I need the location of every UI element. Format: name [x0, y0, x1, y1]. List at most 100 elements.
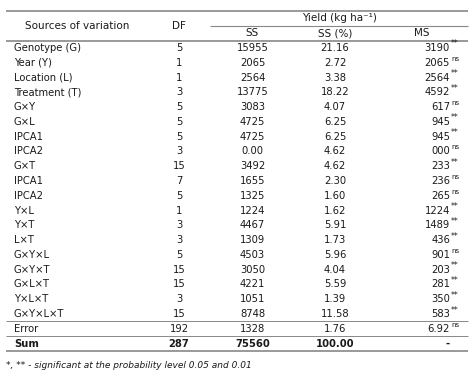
Text: IPCA2: IPCA2	[14, 191, 43, 201]
Text: 1328: 1328	[240, 324, 265, 334]
Text: 5: 5	[176, 117, 182, 127]
Text: 15955: 15955	[237, 43, 268, 53]
Text: 1: 1	[176, 58, 182, 68]
Text: 0.00: 0.00	[241, 146, 264, 157]
Text: 1.39: 1.39	[324, 294, 346, 304]
Text: IPCA2: IPCA2	[14, 146, 43, 157]
Text: Yield (kg ha⁻¹): Yield (kg ha⁻¹)	[301, 13, 376, 23]
Text: 945: 945	[431, 132, 450, 142]
Text: 1.76: 1.76	[324, 324, 346, 334]
Text: 1655: 1655	[240, 176, 265, 186]
Text: 2564: 2564	[240, 72, 265, 83]
Text: 3: 3	[176, 87, 182, 97]
Text: 5: 5	[176, 250, 182, 260]
Text: **: **	[451, 113, 459, 122]
Text: 4221: 4221	[240, 279, 265, 290]
Text: 15: 15	[173, 279, 185, 290]
Text: 945: 945	[431, 117, 450, 127]
Text: 5.59: 5.59	[324, 279, 346, 290]
Text: 1224: 1224	[240, 205, 265, 216]
Text: 5: 5	[176, 43, 182, 53]
Text: 5: 5	[176, 191, 182, 201]
Text: 000: 000	[431, 146, 450, 157]
Text: G×Y×T: G×Y×T	[14, 265, 51, 275]
Text: 233: 233	[431, 161, 450, 171]
Text: 100.00: 100.00	[316, 338, 354, 349]
Text: 3: 3	[176, 294, 182, 304]
Text: ns: ns	[451, 174, 459, 180]
Text: SS: SS	[246, 28, 259, 38]
Text: IPCA1: IPCA1	[14, 132, 43, 142]
Text: 281: 281	[431, 279, 450, 290]
Text: 192: 192	[169, 324, 189, 334]
Text: 1489: 1489	[425, 220, 450, 230]
Text: 5.96: 5.96	[324, 250, 346, 260]
Text: ns: ns	[451, 100, 459, 106]
Text: **: **	[451, 261, 459, 270]
Text: 2.72: 2.72	[324, 58, 346, 68]
Text: Location (L): Location (L)	[14, 72, 73, 83]
Text: 265: 265	[431, 191, 450, 201]
Text: 3190: 3190	[425, 43, 450, 53]
Text: 21.16: 21.16	[320, 43, 349, 53]
Text: G×Y: G×Y	[14, 102, 36, 112]
Text: G×Y×L: G×Y×L	[14, 250, 50, 260]
Text: 1325: 1325	[240, 191, 265, 201]
Text: *, ** - significant at the probability level 0.05 and 0.01: *, ** - significant at the probability l…	[6, 360, 252, 370]
Text: Sum: Sum	[14, 338, 39, 349]
Text: 4.04: 4.04	[324, 265, 346, 275]
Text: 3.38: 3.38	[324, 72, 346, 83]
Text: 3: 3	[176, 146, 182, 157]
Text: 1051: 1051	[240, 294, 265, 304]
Text: 15: 15	[173, 161, 185, 171]
Text: IPCA1: IPCA1	[14, 176, 43, 186]
Text: G×L: G×L	[14, 117, 36, 127]
Text: 3492: 3492	[240, 161, 265, 171]
Text: **: **	[451, 232, 459, 241]
Text: Y×T: Y×T	[14, 220, 35, 230]
Text: Y×L×T: Y×L×T	[14, 294, 48, 304]
Text: 5: 5	[176, 132, 182, 142]
Text: ns: ns	[451, 144, 459, 150]
Text: 287: 287	[169, 338, 190, 349]
Text: 15: 15	[173, 309, 185, 319]
Text: 7: 7	[176, 176, 182, 186]
Text: ns: ns	[451, 322, 459, 328]
Text: 4467: 4467	[240, 220, 265, 230]
Text: **: **	[451, 217, 459, 226]
Text: 1.73: 1.73	[324, 235, 346, 245]
Text: 901: 901	[431, 250, 450, 260]
Text: 6.25: 6.25	[324, 117, 346, 127]
Text: **: **	[451, 305, 459, 315]
Text: 1.60: 1.60	[324, 191, 346, 201]
Text: 2564: 2564	[425, 72, 450, 83]
Text: Year (Y): Year (Y)	[14, 58, 52, 68]
Text: 617: 617	[431, 102, 450, 112]
Text: **: **	[451, 84, 459, 93]
Text: 2065: 2065	[240, 58, 265, 68]
Text: **: **	[451, 69, 459, 78]
Text: 18.22: 18.22	[321, 87, 349, 97]
Text: -: -	[446, 338, 450, 349]
Text: 4503: 4503	[240, 250, 265, 260]
Text: 583: 583	[431, 309, 450, 319]
Text: 1309: 1309	[240, 235, 265, 245]
Text: 4.62: 4.62	[324, 146, 346, 157]
Text: Error: Error	[14, 324, 38, 334]
Text: **: **	[451, 202, 459, 211]
Text: **: **	[451, 128, 459, 137]
Text: Sources of variation: Sources of variation	[25, 21, 129, 31]
Text: 2065: 2065	[425, 58, 450, 68]
Text: 3050: 3050	[240, 265, 265, 275]
Text: Treatment (T): Treatment (T)	[14, 87, 82, 97]
Text: MS: MS	[414, 28, 429, 38]
Text: 5: 5	[176, 102, 182, 112]
Text: **: **	[451, 291, 459, 300]
Text: 5.91: 5.91	[324, 220, 346, 230]
Text: 13775: 13775	[237, 87, 268, 97]
Text: 436: 436	[431, 235, 450, 245]
Text: L×T: L×T	[14, 235, 34, 245]
Text: **: **	[451, 158, 459, 167]
Text: Y×L: Y×L	[14, 205, 34, 216]
Text: 1: 1	[176, 72, 182, 83]
